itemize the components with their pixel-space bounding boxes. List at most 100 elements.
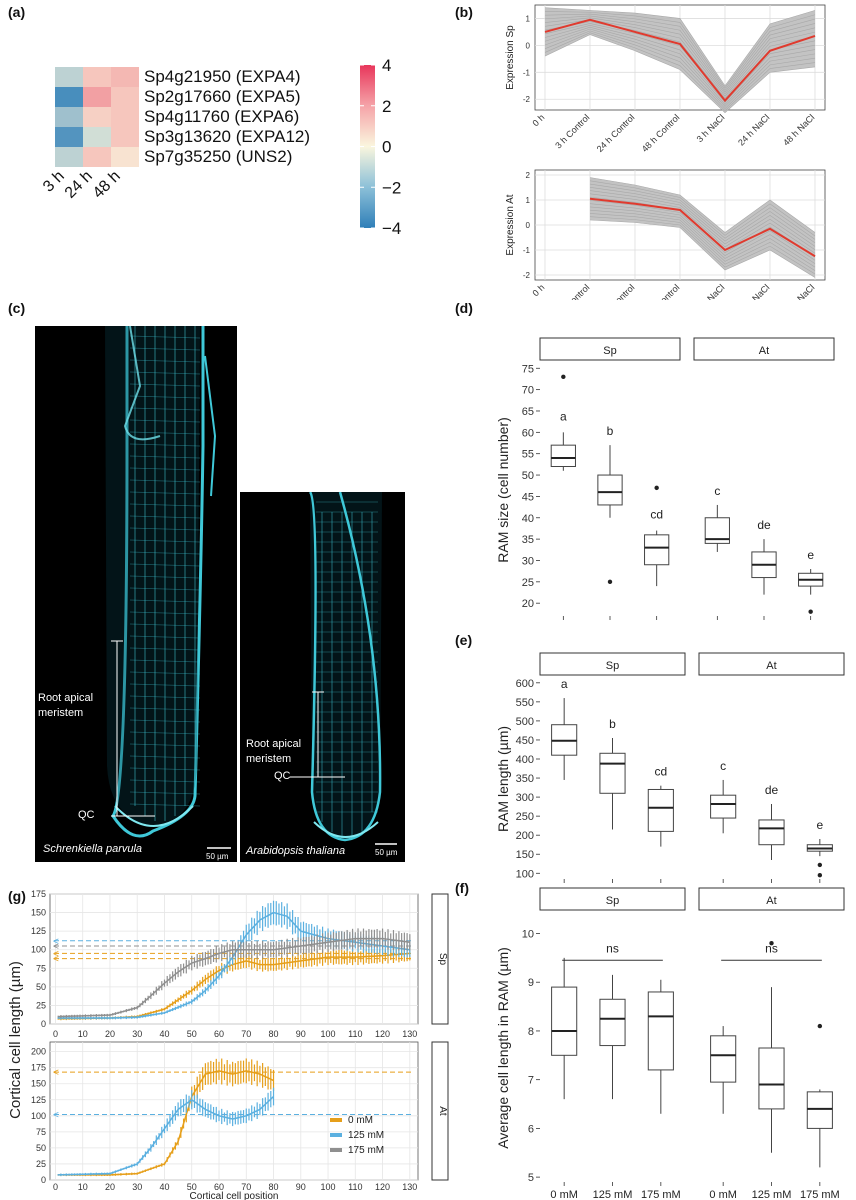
colorbar-tick-label: −4 (382, 219, 401, 238)
trace-line (589, 200, 816, 257)
cell-wall (129, 803, 201, 807)
x-tick-label: 175 mM (641, 1189, 681, 1200)
heatmap-row-label: Sp2g17660 (EXPA5) (144, 87, 301, 106)
heatmap-cell (83, 87, 111, 107)
y-tick-label: 55 (522, 449, 534, 461)
x-tick-label: 110 (348, 1029, 362, 1039)
qc-label-at: QC (274, 770, 291, 782)
y-axis-label: RAM length (µm) (495, 726, 511, 832)
avg-cell-length-boxplot: 5 6 7 8 9 10 Average cell length in RAM (µm) Sp… (495, 887, 845, 1200)
facet-label: Sp (603, 345, 616, 357)
x-tick-label: 48 h NaCl (781, 112, 816, 147)
trace-line (544, 24, 816, 103)
y-tick-label: 75 (522, 363, 534, 375)
y-tick-label: 100 (31, 945, 46, 955)
y-tick-label: 200 (516, 830, 534, 842)
colorbar-tick-label: −2 (382, 178, 401, 197)
x-tick-label: 120 (375, 1182, 390, 1192)
series-line (58, 937, 410, 1018)
panel-label-d: (d) (455, 300, 473, 316)
y-tick-label: 20 (522, 598, 534, 610)
legend-swatch (330, 1133, 342, 1137)
species-label-sp: Schrenkiella parvula (43, 843, 143, 855)
y-tick-label: 550 (516, 697, 534, 709)
panel-label-f: (f) (455, 880, 469, 896)
cell-wall (129, 695, 201, 699)
outlier-point (817, 872, 823, 878)
panel-label-g: (g) (8, 888, 26, 904)
box (550, 444, 576, 468)
x-tick-label: 60 (214, 1029, 224, 1039)
facet-strip (693, 337, 835, 361)
x-tick-label: 50 (187, 1182, 197, 1192)
cell-wall (129, 755, 201, 759)
arrow-marker: < (53, 949, 59, 960)
x-tick-label: 2 days Control (633, 282, 681, 300)
cell-wall (129, 467, 201, 471)
cell-wall (129, 359, 201, 363)
arrow-marker: < (53, 942, 59, 953)
series-line (58, 1096, 275, 1176)
x-tick-label: 30 (132, 1029, 142, 1039)
cell-wall (129, 503, 201, 507)
x-tick-label: 0 (53, 1182, 58, 1192)
y-tick-label: 175 (31, 890, 46, 899)
heatmap-cell (55, 107, 83, 127)
y-tick-label: -1 (523, 246, 531, 255)
facet-label: Sp (606, 660, 619, 672)
y-axis-label: Average cell length in RAM (µm) (495, 947, 511, 1149)
trace-line (589, 206, 816, 264)
x-tick-label: 10 (78, 1029, 88, 1039)
y-tick-label: -2 (523, 95, 531, 104)
y-tick-label: 200 (31, 1047, 46, 1057)
significance-letter: b (609, 717, 616, 731)
significance-label: ns (765, 941, 778, 955)
x-tick-label: 2 days NaCl (775, 282, 817, 300)
box (758, 1047, 785, 1110)
x-tick-label: 80 (269, 1029, 279, 1039)
arrow-marker: < (53, 1110, 59, 1121)
y-tick-label: 400 (516, 754, 534, 766)
arrow-marker: < (53, 954, 59, 965)
y-axis-label: Expression Sp (505, 25, 516, 90)
micrograph-arabidopsis: Root apical meristem QC Arabidopsis thal… (240, 492, 405, 862)
facet-strip (698, 652, 845, 676)
outlier-point (769, 941, 774, 946)
y-tick-label: 30 (522, 555, 534, 567)
y-tick-label: 50 (36, 1143, 46, 1153)
heatmap-cell (83, 147, 111, 167)
box (551, 986, 578, 1056)
y-tick-label: 0 (526, 41, 531, 50)
ram-length-boxplot: 100 150 200 250 300 350 400 450 500 550 600 RAM len… (495, 652, 845, 883)
y-tick-label: 1 (526, 196, 531, 205)
trace-line (589, 209, 816, 268)
x-tick-label: 40 (159, 1182, 169, 1192)
series-line (58, 1070, 274, 1176)
heatmap-cell (111, 67, 139, 87)
x-tick-label: 100 (321, 1029, 336, 1039)
y-tick-label: -2 (523, 271, 531, 280)
heatmap-row-label: Sp4g21950 (EXPA4) (144, 67, 301, 86)
y-tick-label: 50 (36, 982, 46, 992)
cell-wall (129, 455, 201, 459)
trace-line (544, 32, 816, 112)
facet-label: Sp (606, 895, 619, 907)
outlier-point (808, 609, 813, 614)
heatmap-cell (83, 107, 111, 127)
y-tick-label: 125 (31, 926, 46, 936)
box (599, 998, 626, 1047)
significance-letter: cd (654, 765, 667, 779)
significance-letter: c (720, 759, 726, 773)
trace-line (589, 203, 816, 261)
significance-letter: c (714, 484, 720, 498)
outlier-point (607, 579, 613, 585)
y-tick-label: 35 (522, 534, 534, 546)
cell-wall (129, 335, 201, 339)
y-tick-label: 9 (528, 977, 534, 989)
cell-wall (129, 551, 201, 555)
y-tick-label: 8 (528, 1026, 534, 1038)
expression-sp-chart: 1 0 -1 -2 0 h 3 h Control 24 h Control 48 h Con… (505, 4, 826, 154)
y-tick-label: 150 (31, 1079, 46, 1089)
trace-line (589, 216, 816, 275)
y-tick-label: -1 (523, 68, 531, 77)
